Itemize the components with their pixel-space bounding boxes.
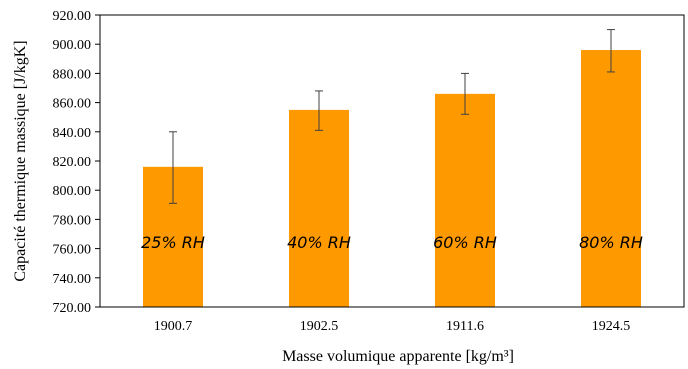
y-tick-label: 860.00 <box>53 97 92 112</box>
y-tick-label: 720.00 <box>53 301 92 316</box>
y-tick-label: 920.00 <box>53 9 92 24</box>
plot-area-frame <box>99 14 685 308</box>
y-axis-title: Capacité thermique massique [J/kgK] <box>12 40 29 281</box>
bar-labels: 25% RH 40% RH 60% RH 80% RH <box>141 233 643 252</box>
y-tick-label: 880.00 <box>53 67 92 82</box>
x-tick-label: 1924.5 <box>592 319 631 334</box>
bar <box>435 93 495 307</box>
y-tick-label: 820.00 <box>53 155 92 170</box>
bar-data-label: 80% RH <box>579 233 643 252</box>
x-tick-label: 1911.6 <box>446 319 484 334</box>
bar <box>289 109 349 308</box>
error-bars <box>169 29 615 204</box>
bar <box>581 50 641 307</box>
bar-data-label: 40% RH <box>287 233 351 252</box>
y-tick-label: 760.00 <box>53 243 92 258</box>
x-axis-ticks: 1900.7 1902.5 1911.6 1924.5 <box>154 319 631 334</box>
y-axis-ticks: 720.00 740.00 760.00 780.00 800.00 820.00 840.… <box>53 9 100 316</box>
bar-data-label: 60% RH <box>433 233 497 252</box>
x-axis-title: Masse volumique apparente [kg/m³] <box>282 348 514 365</box>
y-tick-label: 740.00 <box>53 272 92 287</box>
y-tick-label: 840.00 <box>53 126 92 141</box>
x-tick-label: 1902.5 <box>300 319 339 334</box>
y-tick-label: 780.00 <box>53 213 92 228</box>
y-tick-label: 800.00 <box>53 184 92 199</box>
bar-data-label: 25% RH <box>141 233 205 252</box>
y-tick-label: 900.00 <box>53 38 92 53</box>
bars <box>143 50 641 308</box>
x-tick-label: 1900.7 <box>154 319 193 334</box>
